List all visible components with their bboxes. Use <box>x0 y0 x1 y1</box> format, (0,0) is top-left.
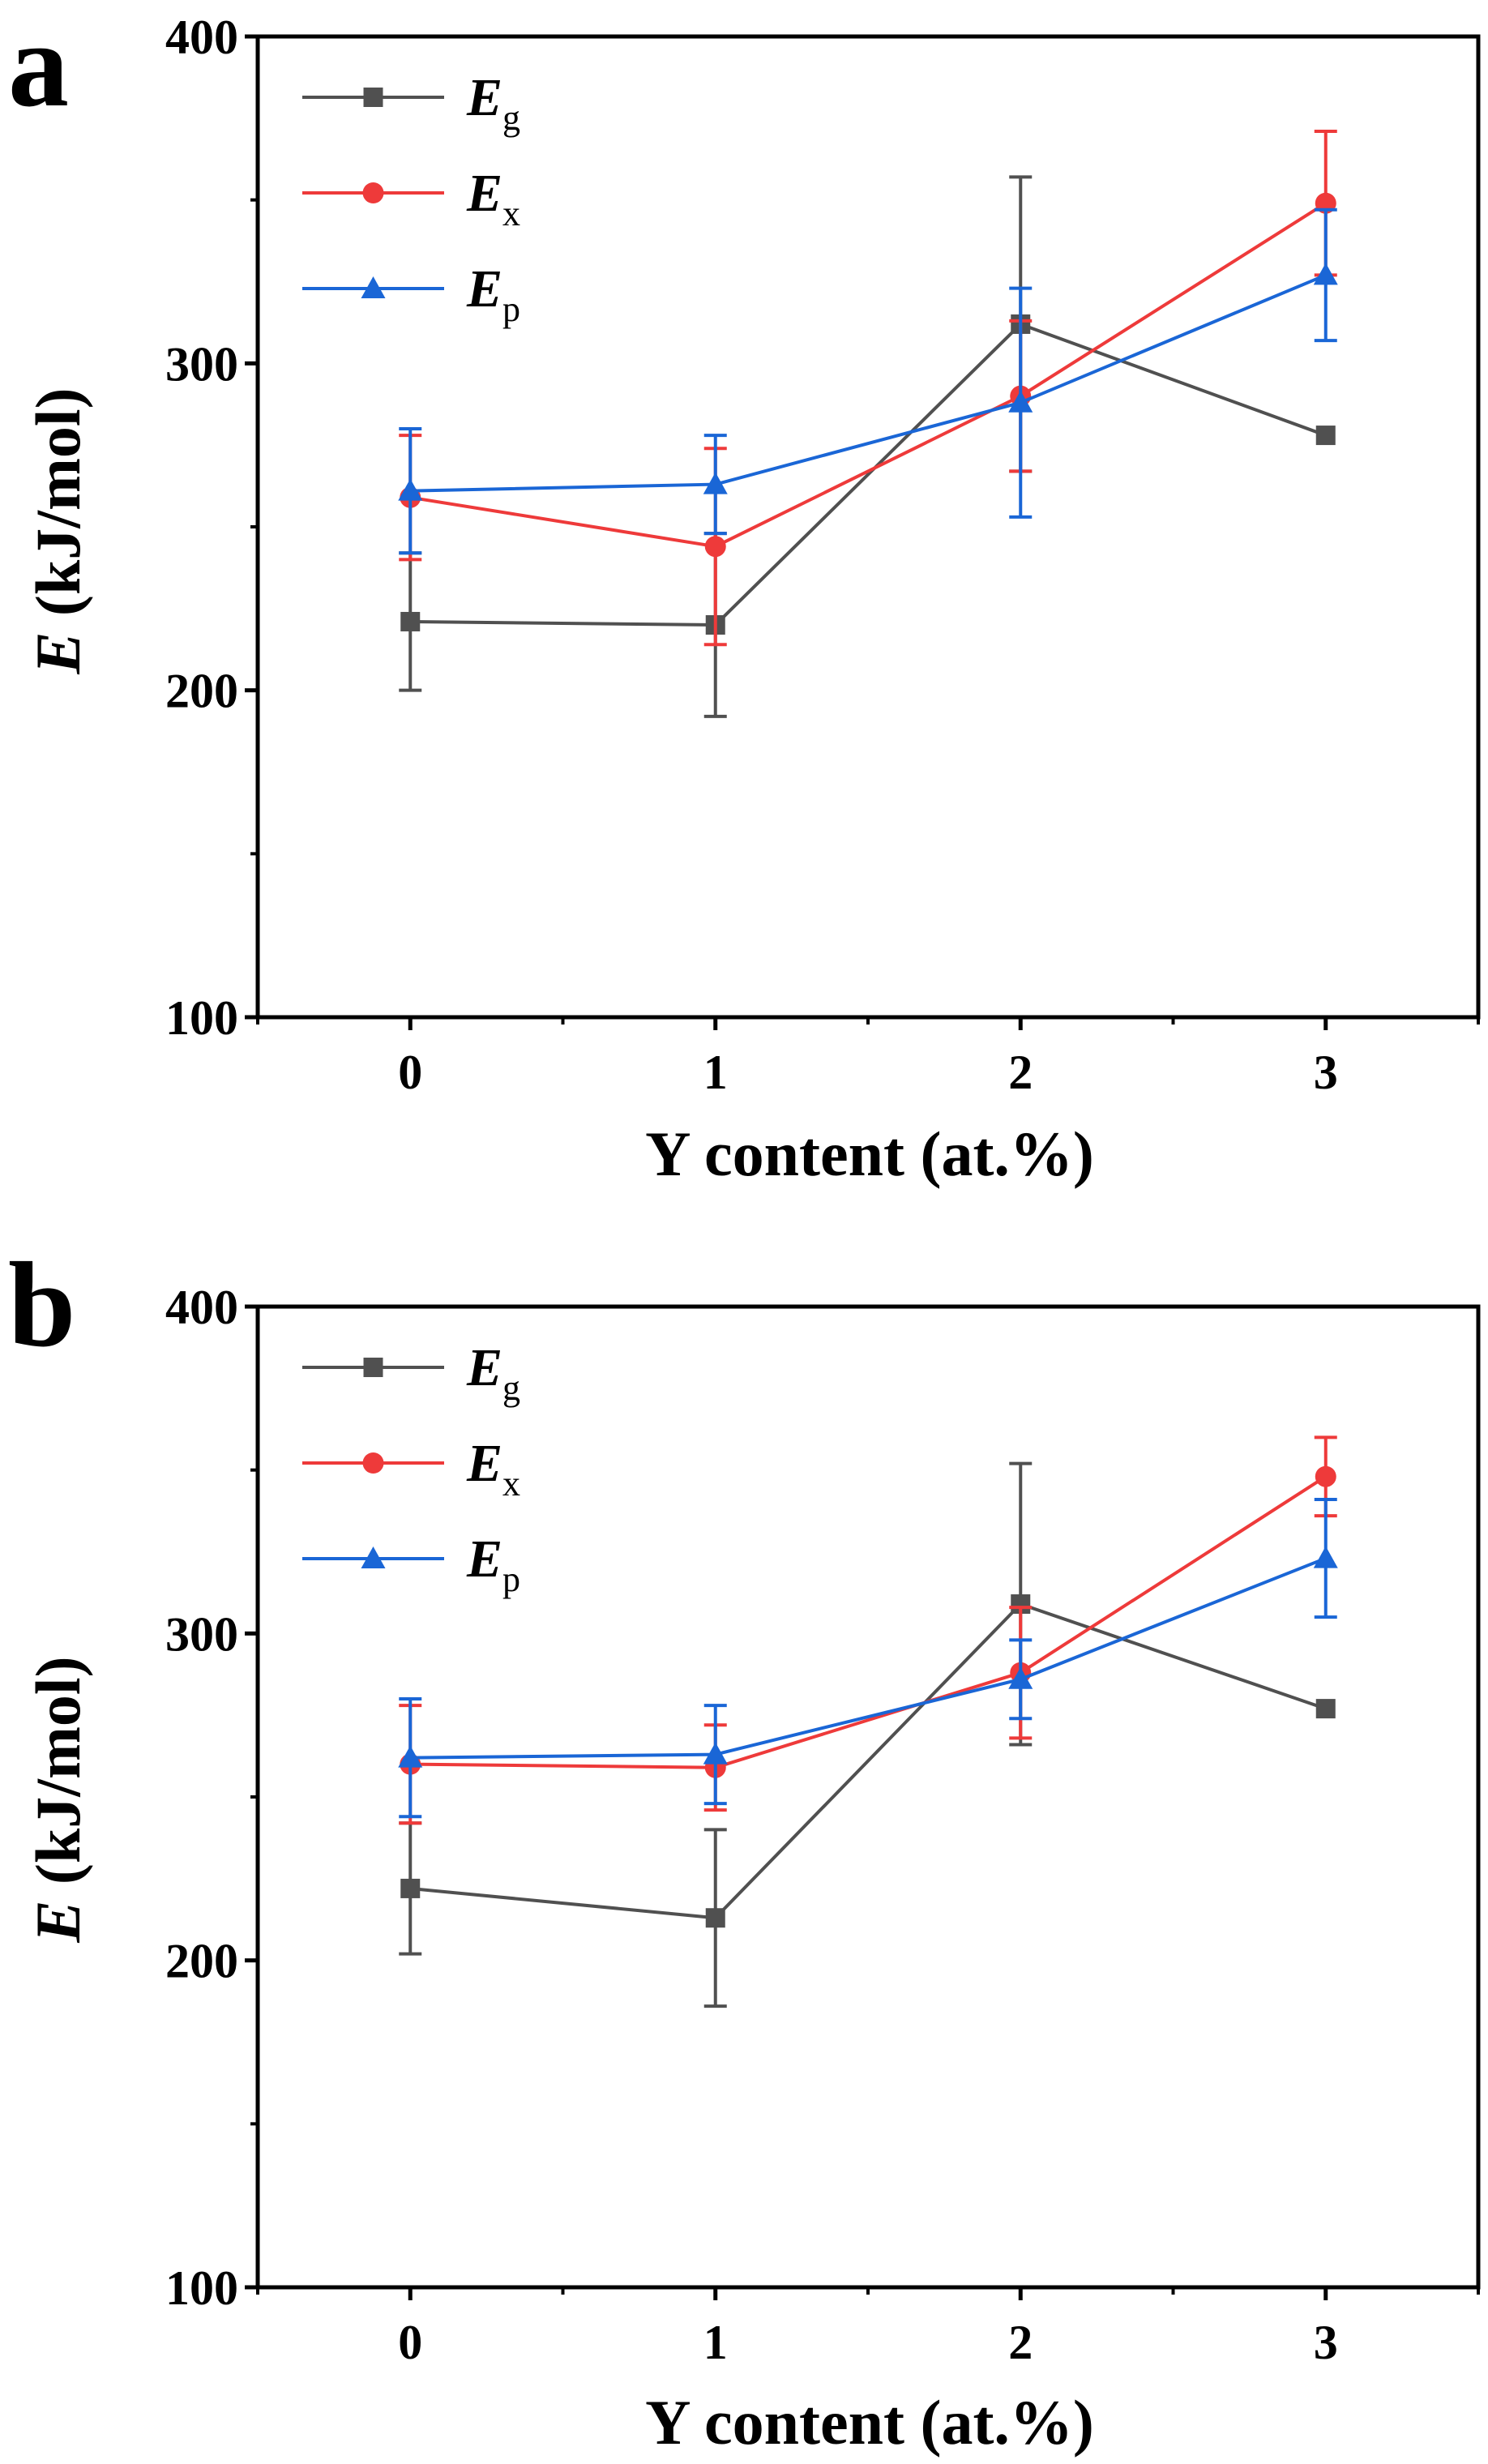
x-tick-label: 2 <box>1008 2316 1033 2369</box>
y-tick-label: 200 <box>165 665 238 718</box>
data-point <box>705 1908 725 1928</box>
data-point <box>1313 263 1338 285</box>
series-g <box>399 1461 1336 2008</box>
series-line <box>409 202 1327 549</box>
data-point <box>398 478 423 501</box>
y-axis-unit: (kJ/mol) <box>23 1656 93 1900</box>
legend-symbol: E <box>466 1338 502 1397</box>
legend-symbol: E <box>466 68 502 127</box>
x-tick-label: 0 <box>398 2316 422 2369</box>
x-tick-label: 3 <box>1314 1046 1338 1099</box>
y-axis-title: E (kJ/mol) <box>23 1656 93 1943</box>
legend-subscript: x <box>502 1464 520 1504</box>
data-point <box>1315 1465 1336 1487</box>
data-point <box>1313 1546 1338 1568</box>
y-tick-label: 100 <box>165 991 238 1045</box>
data-point <box>704 536 726 558</box>
series-line <box>410 273 1327 493</box>
x-tick-label: 1 <box>703 1046 728 1099</box>
legend-subscript: g <box>502 1368 520 1408</box>
series-line <box>410 322 1327 627</box>
y-tick-label: 200 <box>165 1935 238 1988</box>
legend-marker <box>361 276 386 298</box>
y-axis-unit: (kJ/mol) <box>23 387 93 631</box>
legend-label: Ep <box>466 1529 520 1599</box>
legend-marker <box>363 1358 383 1377</box>
plot-frame <box>255 1304 1481 2290</box>
panel-label: a <box>8 0 69 132</box>
data-point <box>1315 426 1336 446</box>
data-point <box>1008 1666 1033 1689</box>
series-line <box>410 1602 1327 1920</box>
x-tick-label: 3 <box>1314 2316 1338 2369</box>
y-axis-symbol: E <box>23 1901 93 1944</box>
x-tick-label: 1 <box>703 2316 728 2369</box>
legend-marker <box>363 88 383 107</box>
data-point <box>400 1878 421 1898</box>
legend-label: Ex <box>466 1434 520 1504</box>
data-point <box>1315 1699 1336 1719</box>
series-x <box>399 1435 1337 1825</box>
data-point <box>703 472 728 494</box>
legend-marker <box>362 1452 384 1474</box>
y-axis-title: E (kJ/mol) <box>23 387 93 674</box>
legend-label: Ex <box>466 164 520 233</box>
series-p <box>398 207 1338 555</box>
y-tick-label: 300 <box>165 337 238 391</box>
legend-symbol: E <box>466 1529 502 1589</box>
series-line <box>410 1556 1327 1760</box>
y-tick-label: 100 <box>165 2261 238 2315</box>
y-tick-label: 400 <box>165 11 238 64</box>
y-tick-label: 300 <box>165 1607 238 1661</box>
x-axis-title: Y content (at.%) <box>645 1119 1094 1189</box>
legend-label: Ep <box>466 259 520 329</box>
legend-subscript: x <box>502 194 520 233</box>
series-p <box>398 1497 1338 1819</box>
legend-label: Eg <box>466 68 520 138</box>
legend-symbol: E <box>466 1434 502 1493</box>
data-point <box>703 1742 728 1765</box>
legend-label: Eg <box>466 1338 520 1408</box>
x-axis-title: Y content (at.%) <box>645 2387 1094 2458</box>
legend-subscript: p <box>502 289 520 329</box>
legend-marker <box>362 182 384 203</box>
legend-subscript: p <box>502 1559 520 1599</box>
data-point <box>1008 390 1033 413</box>
legend-marker <box>361 1546 386 1568</box>
data-point <box>398 1745 423 1768</box>
series-line <box>410 1475 1327 1769</box>
x-tick-label: 0 <box>398 1046 422 1099</box>
legend-symbol: E <box>466 259 502 319</box>
panel-label: b <box>8 1238 75 1372</box>
legend-subscript: g <box>502 98 520 138</box>
series-g <box>399 175 1336 718</box>
x-tick-label: 2 <box>1008 1046 1033 1099</box>
y-axis-symbol: E <box>23 632 93 675</box>
data-point <box>400 611 421 631</box>
plot-frame <box>255 34 1481 1020</box>
y-tick-label: 400 <box>165 1281 238 1334</box>
legend-symbol: E <box>466 164 502 223</box>
